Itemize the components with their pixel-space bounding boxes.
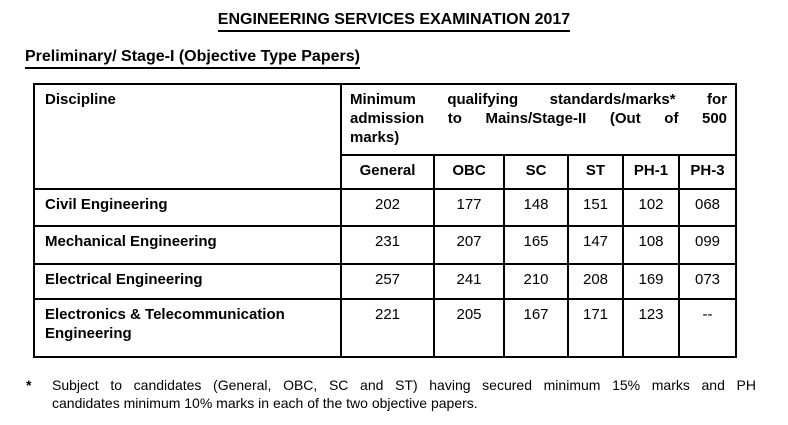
marks-value-cell: 210: [503, 263, 569, 300]
footnote-asterisk-marker: *: [26, 377, 32, 393]
discipline-cell: Electrical Engineering: [33, 263, 342, 300]
marks-value-cell: 147: [567, 225, 624, 265]
footnote: * Subject to candidates (General, OBC, S…: [26, 376, 756, 412]
marks-value-cell: 068: [677, 188, 738, 227]
marks-value-cell: 231: [340, 225, 435, 265]
column-header-ph3: PH-3: [677, 154, 738, 190]
table-row: Mechanical Engineering 231 207 165 147 1…: [33, 225, 738, 265]
table-row: Civil Engineering 202 177 148 151 102 06…: [33, 188, 738, 227]
column-header-general: General: [340, 154, 435, 190]
marks-value-cell: 102: [622, 188, 680, 227]
table-header-row-2: General OBC SC ST PH-1 PH-3: [34, 154, 738, 190]
marks-value-cell: 165: [503, 225, 569, 265]
footnote-text: Subject to candidates (General, OBC, SC …: [52, 376, 756, 412]
marks-value-cell: 221: [340, 298, 435, 358]
column-header-obc: OBC: [433, 154, 505, 190]
page-title: ENGINEERING SERVICES EXAMINATION 2017: [217, 11, 571, 32]
marks-value-cell: 151: [567, 188, 624, 227]
marks-value-cell: 202: [340, 188, 435, 227]
qualifying-header-line: Minimum qualifying standards/marks* for: [350, 91, 728, 108]
marks-value-cell: 148: [503, 188, 569, 227]
discipline-cell: Civil Engineering: [33, 188, 342, 227]
qualifying-standards-header: Minimum qualifying standards/marks* for …: [339, 83, 738, 156]
marks-value-cell: 177: [433, 188, 505, 227]
column-header-st: ST: [567, 154, 624, 190]
column-header-sc: SC: [503, 154, 569, 190]
marks-value-cell: 207: [433, 225, 505, 265]
title-row: ENGINEERING SERVICES EXAMINATION 2017: [0, 0, 788, 32]
qualifying-header-line: admission to Mains/Stage-II (Out of 500: [350, 110, 728, 127]
marks-value-cell: 171: [567, 298, 624, 358]
marks-value-cell: 208: [567, 263, 624, 300]
marks-value-cell: 123: [622, 298, 680, 358]
marks-value-cell: 167: [503, 298, 569, 358]
table-row: Electronics & Telecommunication Engineer…: [33, 298, 738, 358]
qualifying-marks-table: Discipline Minimum qualifying standards/…: [33, 83, 738, 358]
marks-value-cell: 241: [433, 263, 505, 300]
marks-value-cell: 108: [622, 225, 680, 265]
discipline-cell: Mechanical Engineering: [33, 225, 342, 265]
marks-value-cell: 073: [677, 263, 738, 300]
table-row: Electrical Engineering 257 241 210 208 1…: [33, 263, 738, 300]
subtitle-row: Preliminary/ Stage-I (Objective Type Pap…: [25, 48, 788, 69]
table-header-row-1: Discipline Minimum qualifying standards/…: [33, 83, 738, 190]
section-heading: Preliminary/ Stage-I (Objective Type Pap…: [25, 48, 360, 69]
marks-value-cell: 205: [433, 298, 505, 358]
marks-value-cell: --: [677, 298, 738, 358]
footnote-line: candidates minimum 10% marks in each of …: [52, 395, 478, 411]
footnote-line: Subject to candidates (General, OBC, SC …: [52, 377, 756, 393]
discipline-column-header: Discipline: [33, 83, 342, 190]
marks-value-cell: 257: [340, 263, 435, 300]
discipline-cell: Electronics & Telecommunication Engineer…: [33, 298, 342, 358]
marks-value-cell: 099: [677, 225, 738, 265]
marks-value-cell: 169: [622, 263, 680, 300]
qualifying-header-line: marks): [350, 129, 400, 146]
column-header-ph1: PH-1: [622, 154, 680, 190]
